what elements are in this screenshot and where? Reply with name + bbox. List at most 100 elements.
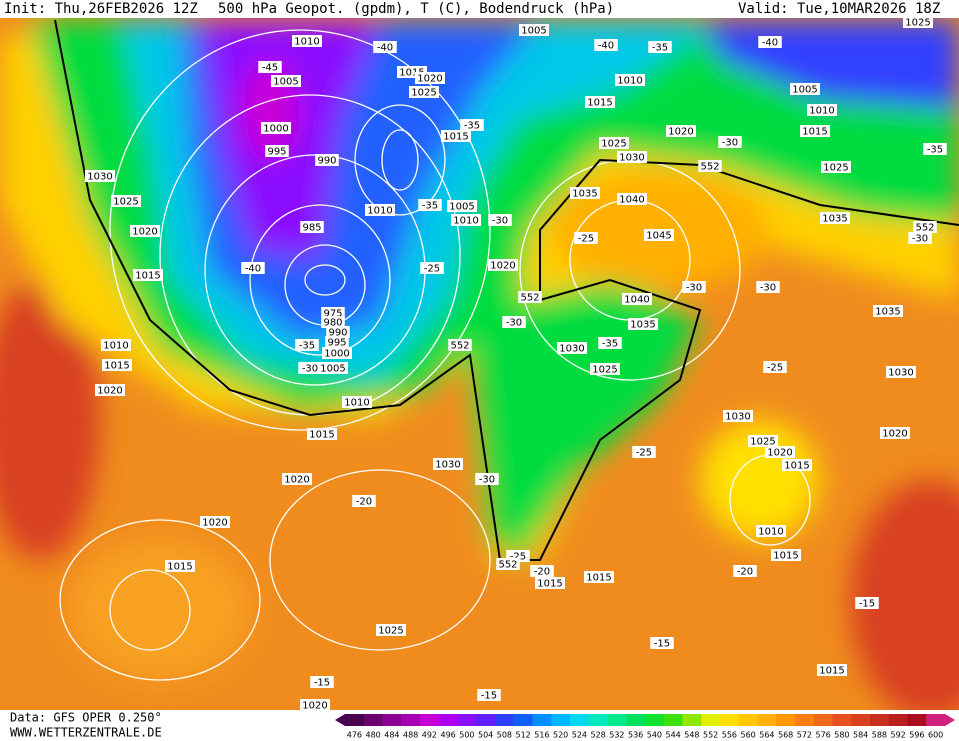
- pressure-label: 1005: [521, 26, 546, 37]
- pressure-label: 1015: [167, 562, 192, 573]
- label-box: [282, 473, 312, 485]
- colorbar-tick-label: 596: [909, 731, 924, 740]
- pressure-label: 1030: [559, 344, 584, 355]
- temperature-label: -30: [479, 475, 495, 486]
- pressure-label: 1035: [630, 320, 655, 331]
- label-box: [318, 362, 348, 374]
- label-box: [584, 571, 614, 583]
- label-box: [95, 384, 125, 396]
- label-box: [447, 200, 477, 212]
- colorbar-tick-label: 512: [515, 731, 530, 740]
- label-box: [321, 316, 345, 328]
- label-box: [502, 316, 526, 328]
- colorbar-swatch: [926, 714, 946, 726]
- label-box: [913, 221, 937, 233]
- colorbar-swatch: [363, 714, 383, 726]
- colorbar-swatch: [438, 714, 458, 726]
- label-box: [617, 193, 647, 205]
- label-box: [765, 446, 795, 458]
- label-box: [644, 229, 674, 241]
- colorbar-swatch: [851, 714, 871, 726]
- label-box: [441, 130, 471, 142]
- colorbar-tick-label: 532: [609, 731, 624, 740]
- pressure-label: 1030: [619, 153, 644, 164]
- map-title: 500 hPa Geopot. (gpdm), T (C), Bodendruc…: [218, 1, 614, 17]
- colorbar-swatch: [701, 714, 721, 726]
- pressure-label: 995: [267, 147, 286, 158]
- temperature-label: -30: [506, 318, 522, 329]
- label-box: [880, 427, 910, 439]
- colorbar-tick-label: 548: [684, 731, 699, 740]
- label-box: [325, 336, 349, 348]
- pressure-label: 1005: [449, 202, 474, 213]
- label-box: [632, 446, 656, 458]
- temperature-label: -25: [578, 234, 594, 245]
- pressure-label: 1035: [822, 214, 847, 225]
- label-box: [342, 396, 372, 408]
- pressure-label: 1015: [784, 461, 809, 472]
- label-box: [723, 410, 753, 422]
- label-box: [650, 637, 674, 649]
- colorbar-tick-label: 584: [853, 731, 868, 740]
- colorbar-swatch: [870, 714, 890, 726]
- pressure-label: 1010: [617, 76, 642, 87]
- pressure-label: 1010: [453, 216, 478, 227]
- label-box: [326, 326, 350, 338]
- pressure-label: 1000: [324, 349, 349, 360]
- pressure-label: 1015: [802, 127, 827, 138]
- pressure-label: 990: [317, 156, 336, 167]
- pressure-label: 980: [323, 318, 342, 329]
- label-box: [763, 361, 787, 373]
- colorbar-tick-label: 560: [740, 731, 755, 740]
- pressure-label: 1020: [302, 701, 327, 712]
- pressure-label: 1020: [490, 261, 515, 272]
- label-box: [518, 291, 542, 303]
- label-box: [300, 699, 330, 711]
- label-box: [460, 119, 484, 131]
- label-box: [315, 154, 339, 166]
- colorbar-tick-label: 576: [815, 731, 830, 740]
- label-box: [418, 199, 442, 211]
- temperature-label: -30: [760, 283, 776, 294]
- pressure-label: 1040: [624, 295, 649, 306]
- site-url: WWW.WETTERZENTRALE.DE: [10, 726, 162, 740]
- label-box: [102, 359, 132, 371]
- colorbar-tick-label: 552: [703, 731, 718, 740]
- colorbar-swatch: [382, 714, 402, 726]
- label-box: [101, 339, 131, 351]
- temperature-label: -20: [737, 567, 753, 578]
- label-box: [682, 281, 706, 293]
- temperature-label: -25: [424, 264, 440, 275]
- colorbar-tick-label: 580: [834, 731, 849, 740]
- pressure-label: 1020: [668, 127, 693, 138]
- pressure-label: 1020: [202, 518, 227, 529]
- label-box: [820, 212, 850, 224]
- label-box: [488, 259, 518, 271]
- colorbar-tick-label: 588: [872, 731, 887, 740]
- label-box: [409, 86, 439, 98]
- colorbar-swatch: [607, 714, 627, 726]
- label-box: [477, 689, 501, 701]
- pressure-label: 552: [915, 223, 934, 234]
- temperature-label: -40: [762, 38, 778, 49]
- temperature-label: -15: [859, 599, 875, 610]
- pressure-label: 1000: [263, 124, 288, 135]
- pressure-label: 1030: [87, 172, 112, 183]
- label-box: [519, 24, 549, 36]
- pressure-label: 1010: [344, 398, 369, 409]
- label-box: [873, 305, 903, 317]
- colorbar-tick-label: 508: [497, 731, 512, 740]
- label-box: [373, 41, 397, 53]
- temperature-label: -35: [652, 43, 668, 54]
- label-box: [599, 137, 629, 149]
- colorbar-swatch: [795, 714, 815, 726]
- label-box: [756, 281, 780, 293]
- label-box: [475, 473, 499, 485]
- colorbar-swatch: [588, 714, 608, 726]
- label-box: [617, 151, 647, 163]
- colorbar-tick-label: 480: [365, 731, 380, 740]
- temperature-label: -30: [492, 216, 508, 227]
- pressure-label: 1015: [135, 271, 160, 282]
- colorbar-swatch: [776, 714, 796, 726]
- colorbar-tick-label: 540: [647, 731, 662, 740]
